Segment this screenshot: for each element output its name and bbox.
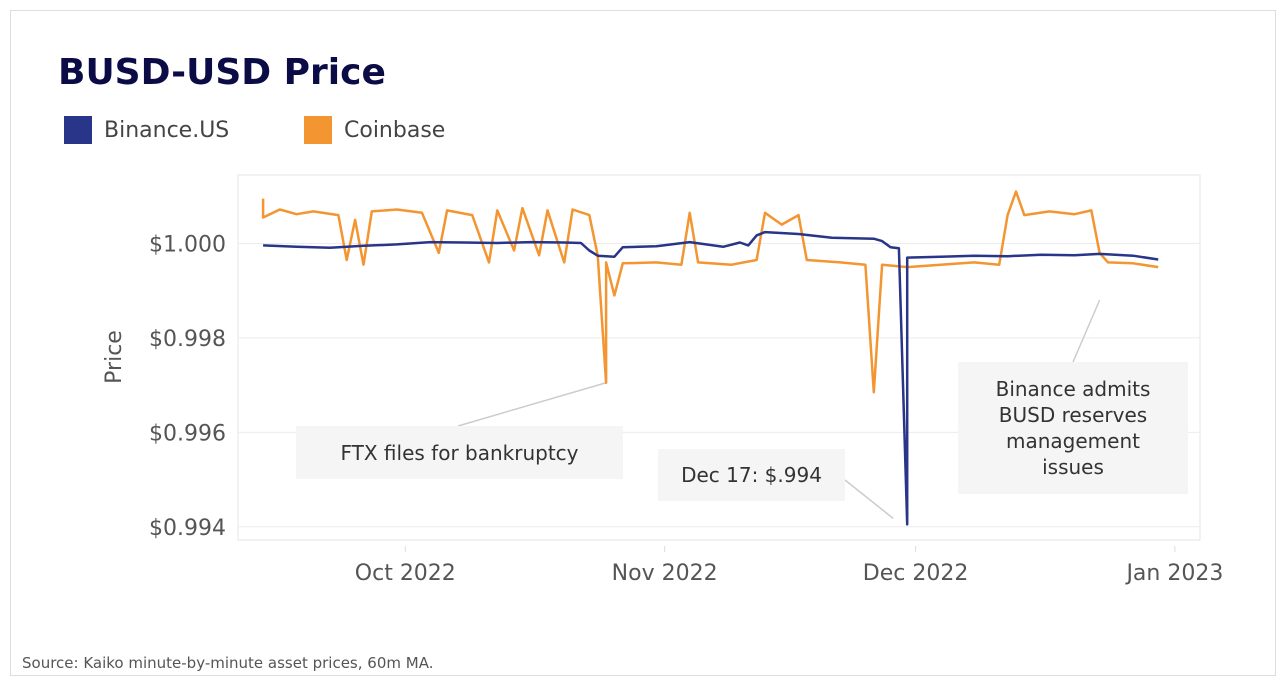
x-tick-label: Dec 2022 xyxy=(863,561,969,586)
legend-swatch-binance xyxy=(64,116,92,144)
y-tick-label: $0.994 xyxy=(149,516,226,541)
legend-swatch-coinbase xyxy=(304,116,332,144)
annotation-connector xyxy=(457,382,607,427)
annotation-dec17: Dec 17: $.994 xyxy=(658,449,845,501)
series-line-coinbase xyxy=(261,190,1159,394)
annotation-connector xyxy=(844,479,894,520)
y-tick-label: $0.998 xyxy=(149,327,226,352)
y-tick-label: $0.996 xyxy=(149,421,226,446)
legend-item-coinbase[interactable]: Coinbase xyxy=(304,116,445,144)
x-tick-label: Jan 2023 xyxy=(1124,561,1223,586)
y-axis-title: Price xyxy=(102,330,127,384)
x-tick-label: Nov 2022 xyxy=(612,561,718,586)
x-tick-label: Oct 2022 xyxy=(355,561,456,586)
series-line-binance-us xyxy=(263,230,1159,526)
legend-item-binance[interactable]: Binance.US xyxy=(64,116,229,144)
annotation-connector xyxy=(1072,299,1101,363)
legend-label-binance: Binance.US xyxy=(104,117,230,143)
annotation-binance-admits: Binance admits BUSD reserves management … xyxy=(958,362,1188,494)
chart-card xyxy=(10,10,1276,676)
chart-title: BUSD-USD Price xyxy=(58,52,386,93)
annotation-ftx: FTX files for bankruptcy xyxy=(296,426,623,479)
plot-area xyxy=(237,174,1201,541)
source-note: Source: Kaiko minute-by-minute asset pri… xyxy=(22,654,434,672)
legend-label-coinbase: Coinbase xyxy=(344,117,446,143)
y-tick-label: $1.000 xyxy=(149,232,226,257)
